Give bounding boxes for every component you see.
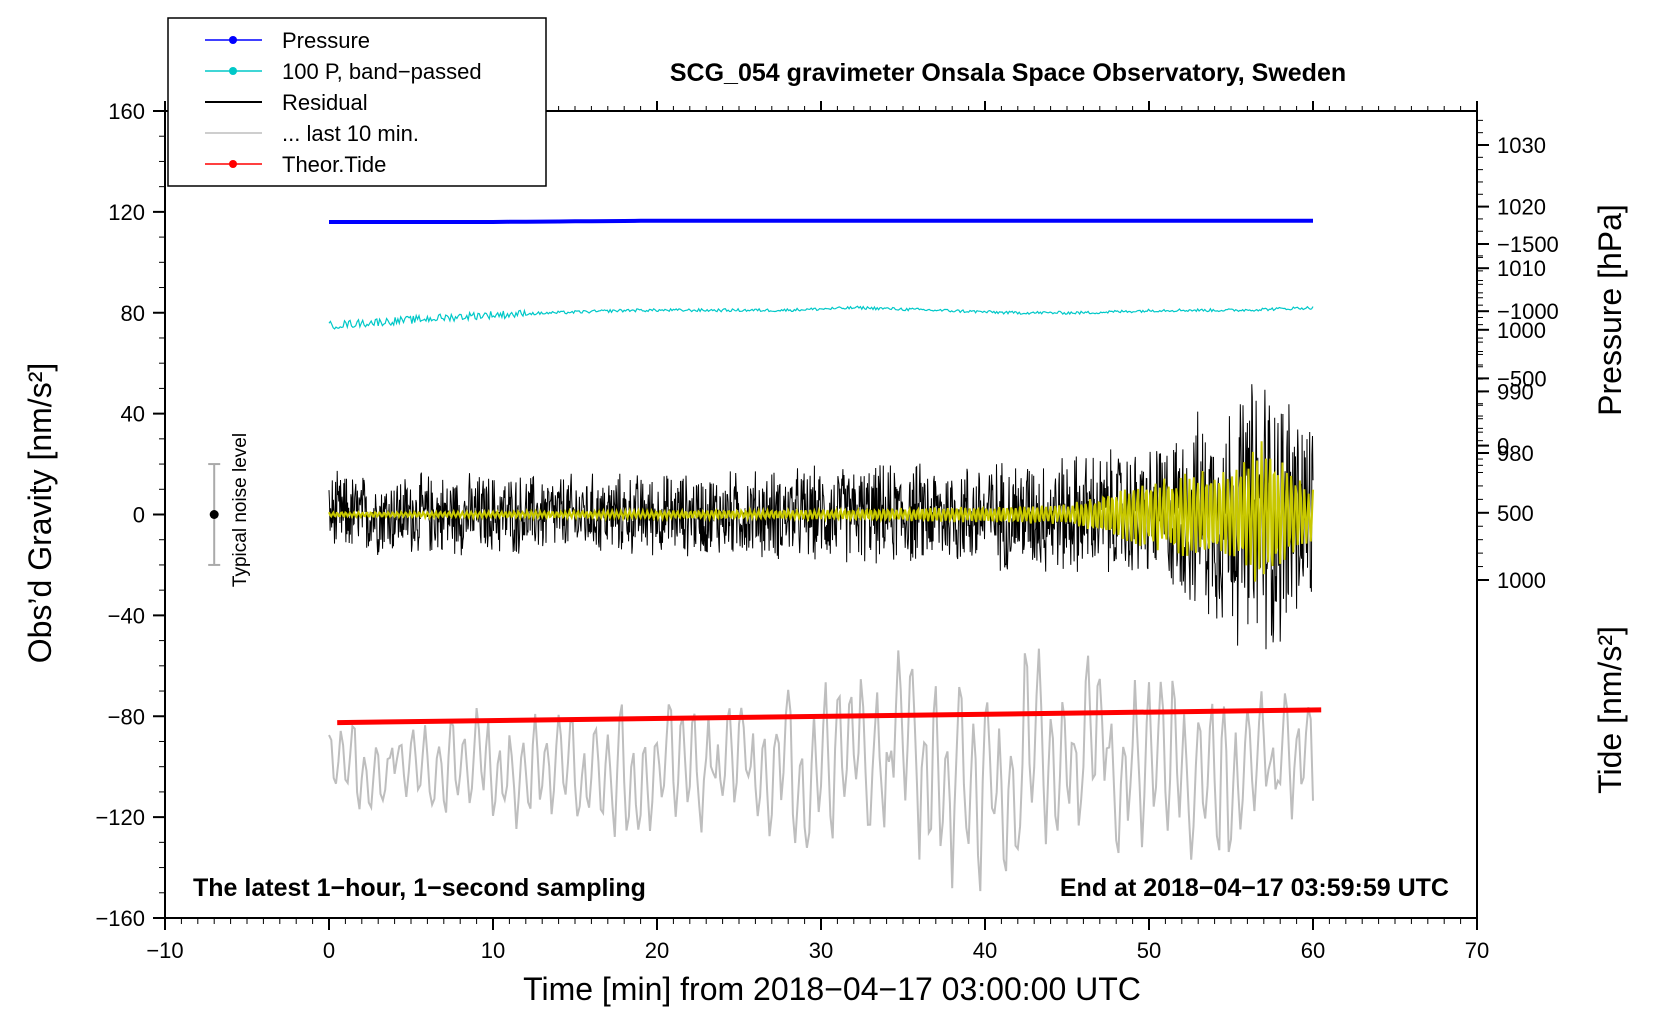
tide-tick-label: 1000 bbox=[1497, 568, 1546, 593]
tide-tick-label: −1500 bbox=[1497, 232, 1559, 257]
x-tick-label: 0 bbox=[323, 938, 335, 963]
noise-bar-dot bbox=[209, 510, 219, 519]
annotation-end-time: End at 2018−04−17 03:59:59 UTC bbox=[1060, 874, 1449, 902]
series-last-10-min-line bbox=[328, 648, 1314, 892]
y-tick-label-left: 160 bbox=[108, 99, 145, 124]
legend-box bbox=[167, 17, 547, 187]
y-tick-label-left: −40 bbox=[108, 603, 145, 628]
y-axis-title-left: Obs’d Gravity [nm/s²] bbox=[22, 363, 58, 664]
annotation-sampling: The latest 1−hour, 1−second sampling bbox=[193, 874, 646, 902]
legend-label: Pressure bbox=[282, 28, 370, 53]
y-tick-label-left: −160 bbox=[95, 906, 145, 931]
x-tick-label: 20 bbox=[645, 938, 669, 963]
pressure-tick-label: 1000 bbox=[1497, 318, 1546, 343]
legend-label: Residual bbox=[282, 90, 368, 115]
pressure-tick-label: 1010 bbox=[1497, 256, 1546, 281]
series-residual-smoothed-line bbox=[328, 441, 1314, 582]
chart-title: SCG_054 gravimeter Onsala Space Observat… bbox=[670, 59, 1346, 87]
x-tick-label: 30 bbox=[809, 938, 833, 963]
pressure-tick-label: 980 bbox=[1497, 441, 1534, 466]
legend-label: ... last 10 min. bbox=[282, 121, 419, 146]
y-tick-label-left: 40 bbox=[121, 402, 145, 427]
x-axis-title: Time [min] from 2018−04−17 03:00:00 UTC bbox=[523, 971, 1141, 1007]
pressure-tick-label: 1030 bbox=[1497, 133, 1546, 158]
x-tick-label: −10 bbox=[146, 938, 183, 963]
y-tick-label-left: 120 bbox=[108, 200, 145, 225]
legend-marker bbox=[229, 67, 237, 75]
tide-tick-label: 0 bbox=[1497, 434, 1509, 459]
pressure-tick-label: 990 bbox=[1497, 379, 1534, 404]
series-pressure-line bbox=[329, 218, 1313, 224]
x-tick-label: 60 bbox=[1301, 938, 1325, 963]
legend-marker bbox=[229, 160, 237, 168]
noise-level-bar bbox=[208, 463, 221, 566]
tide-tick-label: −500 bbox=[1497, 366, 1547, 391]
x-tick-label: 50 bbox=[1137, 938, 1161, 963]
legend-label: Theor.Tide bbox=[282, 152, 386, 177]
axes-layer: −10 0 10 20 30 40 50 60 7016012080400−40−80−120−… bbox=[95, 99, 1558, 963]
x-tick-label: 40 bbox=[973, 938, 997, 963]
pressure-tick-label: 1020 bbox=[1497, 195, 1546, 220]
tide-tick-label: −1000 bbox=[1497, 299, 1559, 324]
y-axis-title-tide: Tide [nm/s²] bbox=[1592, 626, 1628, 794]
x-tick-label: 70 bbox=[1465, 938, 1489, 963]
y-tick-label-left: −80 bbox=[108, 704, 145, 729]
tide-tick-label: 500 bbox=[1497, 501, 1534, 526]
y-axis-title-pressure: Pressure [hPa] bbox=[1592, 204, 1628, 416]
legend-label: 100 P, band−passed bbox=[282, 59, 482, 84]
series-theor-tide-line bbox=[337, 707, 1322, 726]
y-tick-label-left: −120 bbox=[95, 805, 145, 830]
y-tick-label-left: 80 bbox=[121, 301, 145, 326]
x-tick-label: 10 bbox=[481, 938, 505, 963]
legend: Pressure 100 P, band−passed Residual ... la… bbox=[167, 17, 547, 187]
legend-marker bbox=[229, 36, 237, 44]
noise-level-label: Typical noise level bbox=[230, 433, 251, 587]
series-pressure-bandpassed-line bbox=[328, 305, 1314, 330]
y-tick-label-left: 0 bbox=[133, 503, 145, 528]
series-layer bbox=[328, 218, 1322, 892]
